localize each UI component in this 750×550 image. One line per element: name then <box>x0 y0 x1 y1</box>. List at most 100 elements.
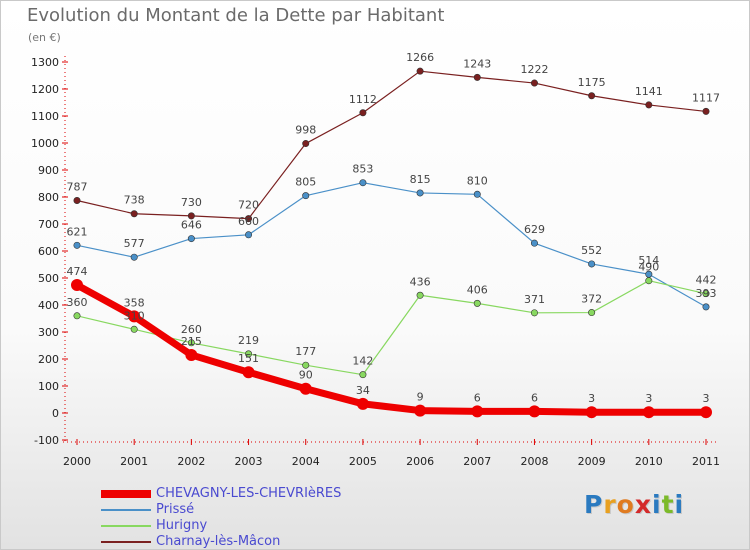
data-label: 787 <box>67 181 88 194</box>
data-label: 1117 <box>692 91 720 104</box>
data-label: 730 <box>181 196 202 209</box>
x-tick-label: 2002 <box>177 455 205 468</box>
chart-subtitle: (en €) <box>28 31 61 44</box>
axes: -100 0 100 200 300 400 500 600 700 800 900 1000 1100… <box>31 56 720 468</box>
x-tick-label: 2005 <box>349 455 377 468</box>
data-point <box>528 405 541 418</box>
data-label: 358 <box>124 296 145 309</box>
data-point <box>130 210 138 218</box>
logo-letter: P <box>584 490 604 519</box>
logo-letter: i <box>652 490 662 519</box>
proxiti-logo: Proxiti <box>584 490 684 519</box>
logo-letter: i <box>674 490 685 519</box>
legend-item: Prissé <box>101 502 361 518</box>
x-tick-label: 2004 <box>292 455 320 468</box>
data-point <box>356 397 369 410</box>
data-point <box>588 92 596 100</box>
x-tick-label: 2000 <box>63 455 91 468</box>
data-point <box>128 310 141 323</box>
x-tick-label: 2003 <box>235 455 263 468</box>
data-point <box>299 382 312 395</box>
data-point <box>530 239 538 247</box>
y-tick-label: 700 <box>38 218 59 231</box>
data-label: 805 <box>295 176 316 189</box>
data-label: 372 <box>581 293 602 306</box>
y-tick-label: 0 <box>52 407 59 420</box>
logo-letter: o <box>616 490 635 519</box>
data-point <box>416 67 424 75</box>
data-point <box>187 339 195 347</box>
data-label: 660 <box>238 215 259 228</box>
data-point <box>471 405 484 418</box>
chart-title: Evolution du Montant de la Dette par Hab… <box>27 5 445 26</box>
x-tick-label: 2007 <box>463 455 491 468</box>
data-label: 998 <box>295 124 316 137</box>
data-point <box>700 406 712 419</box>
y-tick-label: 1200 <box>31 83 59 96</box>
data-label: 371 <box>524 293 545 306</box>
data-label: 260 <box>181 323 202 336</box>
data-label: 177 <box>295 345 316 358</box>
logo-letter: x <box>634 490 652 519</box>
data-point <box>245 215 253 223</box>
y-tick-label: 1100 <box>31 110 59 123</box>
y-tick-label: 100 <box>38 380 59 393</box>
legend-swatch <box>101 525 151 527</box>
data-point <box>130 253 138 261</box>
data-point <box>585 406 598 419</box>
data-label: 1243 <box>463 57 491 70</box>
legend-label: Charnay-lès-Mâcon <box>156 534 281 549</box>
data-point <box>588 260 596 268</box>
y-tick-label: 200 <box>38 353 59 366</box>
data-label: 646 <box>181 219 202 232</box>
data-point <box>71 279 83 292</box>
legend-item: Hurigny <box>101 518 361 534</box>
data-label: 310 <box>124 309 145 322</box>
x-tick-label: 2011 <box>692 455 720 468</box>
data-label: 34 <box>356 384 370 397</box>
data-label: 6 <box>474 391 481 404</box>
data-label: 621 <box>67 225 88 238</box>
data-label: 6 <box>531 391 538 404</box>
data-point <box>359 179 367 187</box>
data-label: 738 <box>124 194 145 207</box>
data-label: 406 <box>467 283 488 296</box>
data-label: 474 <box>67 265 88 278</box>
series-3 <box>73 67 710 223</box>
series-line <box>73 281 710 416</box>
data-label: 1222 <box>520 63 548 76</box>
y-tick-label: 1300 <box>31 56 59 69</box>
data-point <box>414 404 427 417</box>
data-label: 514 <box>638 254 659 267</box>
legend-item: CHEVAGNY-LES-CHEVRIèRES <box>101 486 361 502</box>
x-tick-label: 2008 <box>520 455 548 468</box>
x-tick-label: 2010 <box>635 455 663 468</box>
data-point <box>530 79 538 87</box>
y-tick-label: 600 <box>38 245 59 258</box>
data-label: 552 <box>581 244 602 257</box>
y-tick-label: -100 <box>34 434 59 447</box>
x-tick-label: 2001 <box>120 455 148 468</box>
data-label: 90 <box>299 369 313 382</box>
data-point <box>359 109 367 117</box>
data-label: 1175 <box>578 76 606 89</box>
data-label: 151 <box>238 352 259 365</box>
y-tick-label: 400 <box>38 299 59 312</box>
logo-letter: r <box>603 490 617 519</box>
legend-item: Charnay-lès-Mâcon <box>101 534 361 550</box>
legend-swatch <box>101 509 151 511</box>
data-point <box>645 101 653 109</box>
data-label: 577 <box>124 237 145 250</box>
legend-label: CHEVAGNY-LES-CHEVRIèRES <box>156 486 342 501</box>
data-point <box>245 350 253 358</box>
data-label: 9 <box>417 391 424 404</box>
series-line <box>76 280 707 376</box>
data-label: 393 <box>696 287 717 300</box>
data-point <box>702 303 710 311</box>
series-line <box>76 182 707 308</box>
data-point <box>302 192 310 200</box>
data-label: 442 <box>696 274 717 287</box>
series-layer <box>71 67 712 419</box>
